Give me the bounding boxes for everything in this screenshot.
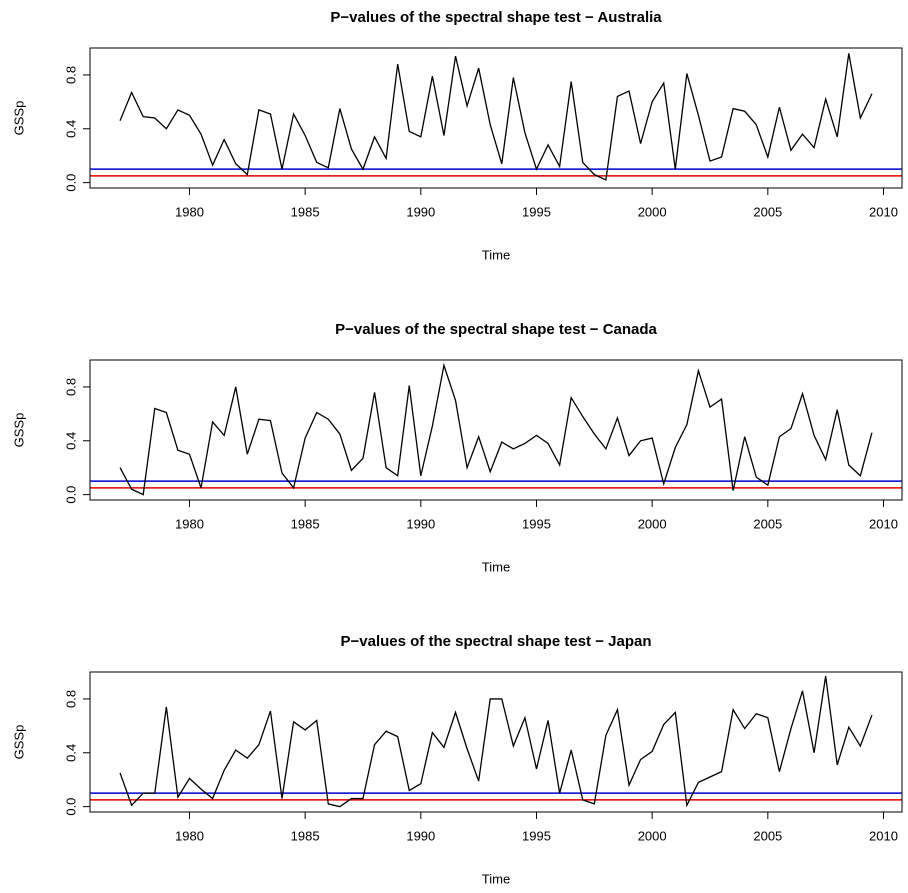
- x-tick-label: 2010: [869, 204, 898, 219]
- x-tick-label: 1995: [522, 516, 551, 531]
- y-axis-label: GSSp: [11, 725, 26, 760]
- x-axis-label: Time: [482, 559, 510, 574]
- x-tick-label: 1990: [406, 204, 435, 219]
- data-line: [119, 53, 873, 181]
- x-tick-label: 1980: [175, 828, 204, 843]
- x-tick-label: 2005: [753, 828, 782, 843]
- x-tick-label: 1985: [291, 204, 320, 219]
- x-tick-label: 2000: [638, 204, 667, 219]
- x-tick-label: 2010: [869, 828, 898, 843]
- y-tick-label: 0.4: [63, 744, 78, 762]
- x-tick-label: 1995: [522, 204, 551, 219]
- x-tick-label: 1980: [175, 516, 204, 531]
- data-line: [119, 362, 873, 496]
- y-axis-label: GSSp: [11, 413, 26, 448]
- x-tick-label: 2005: [753, 204, 782, 219]
- y-tick-label: 0.8: [63, 66, 78, 84]
- chart-title: P−values of the spectral shape test − Au…: [330, 9, 662, 26]
- y-tick-label: 0.0: [63, 174, 78, 192]
- chart-title: P−values of the spectral shape test − Ja…: [341, 633, 652, 650]
- plot-frame: [89, 47, 903, 189]
- y-tick-label: 0.8: [63, 690, 78, 708]
- y-axis-label: GSSp: [11, 101, 26, 136]
- chart-title: P−values of the spectral shape test − Ca…: [335, 321, 657, 338]
- y-tick-label: 0.0: [63, 798, 78, 816]
- data-line: [119, 675, 873, 808]
- x-tick-label: 2000: [638, 828, 667, 843]
- y-tick-label: 0.8: [63, 378, 78, 396]
- y-tick-label: 0.4: [63, 120, 78, 138]
- x-tick-label: 1985: [291, 828, 320, 843]
- y-tick-label: 0.4: [63, 432, 78, 450]
- x-tick-label: 1985: [291, 516, 320, 531]
- x-tick-label: 2005: [753, 516, 782, 531]
- plot-frame: [89, 359, 903, 501]
- x-tick-label: 1990: [406, 516, 435, 531]
- x-axis-label: Time: [482, 871, 510, 886]
- x-tick-label: 1995: [522, 828, 551, 843]
- x-tick-label: 2010: [869, 516, 898, 531]
- x-axis-label: Time: [482, 247, 510, 262]
- x-tick-label: 1980: [175, 204, 204, 219]
- x-tick-label: 2000: [638, 516, 667, 531]
- plot-frame: [89, 671, 903, 813]
- x-tick-label: 1990: [406, 828, 435, 843]
- y-tick-label: 0.0: [63, 486, 78, 504]
